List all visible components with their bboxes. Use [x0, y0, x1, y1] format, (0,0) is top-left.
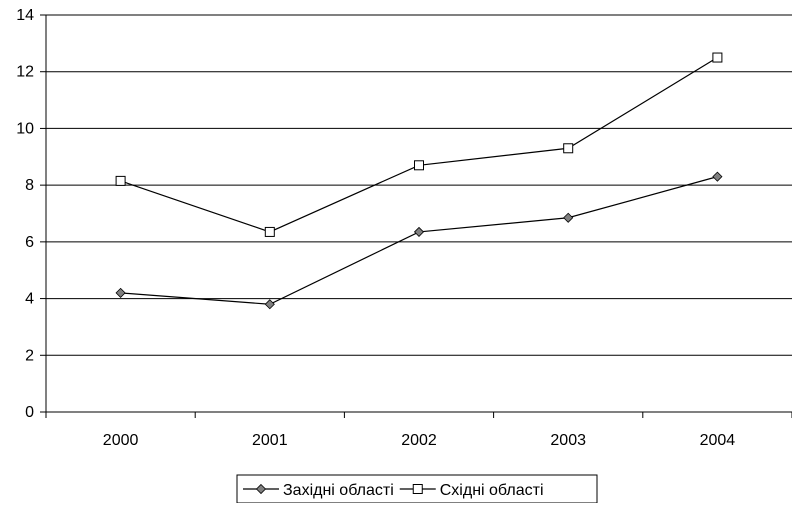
y-tick-label: 12 [16, 64, 34, 81]
series-lines [115, 52, 723, 310]
axes [40, 14, 792, 418]
x-tick-label: 2003 [550, 432, 586, 449]
x-axis-tick-labels: 2000 2001 2002 2003 2004 [103, 432, 735, 449]
series-2 [115, 52, 723, 237]
y-tick-label: 14 [16, 7, 34, 24]
data-point [712, 171, 723, 182]
y-tick-label: 6 [25, 234, 34, 251]
series-line [120, 176, 718, 305]
legend: Західні області Східні області [236, 474, 598, 504]
x-tick-label: 2001 [252, 432, 288, 449]
data-point [264, 226, 275, 237]
legend-label: Західні області [283, 482, 394, 499]
data-point [712, 52, 723, 63]
y-axis-tick-labels: 0 2 4 6 8 10 12 14 [16, 7, 34, 421]
series-line [120, 57, 718, 233]
legend-label: Східні області [440, 482, 544, 499]
data-point [264, 299, 275, 310]
y-tick-label: 8 [25, 177, 34, 194]
y-tick-label: 4 [25, 291, 34, 308]
y-tick-label: 2 [25, 347, 34, 364]
x-tick-label: 2004 [700, 432, 736, 449]
legend-marker [412, 484, 423, 494]
x-tick-label: 2000 [103, 432, 139, 449]
x-tick-label: 2002 [401, 432, 437, 449]
gridlines [46, 14, 792, 356]
data-point [115, 175, 126, 186]
y-tick-label: 0 [25, 404, 34, 421]
series-1 [115, 171, 723, 310]
legend-marker [255, 483, 267, 495]
y-tick-label: 10 [16, 120, 34, 137]
data-point [563, 143, 574, 154]
data-point [563, 212, 574, 223]
data-point [413, 226, 425, 237]
data-point [414, 160, 424, 171]
data-point [115, 287, 126, 298]
